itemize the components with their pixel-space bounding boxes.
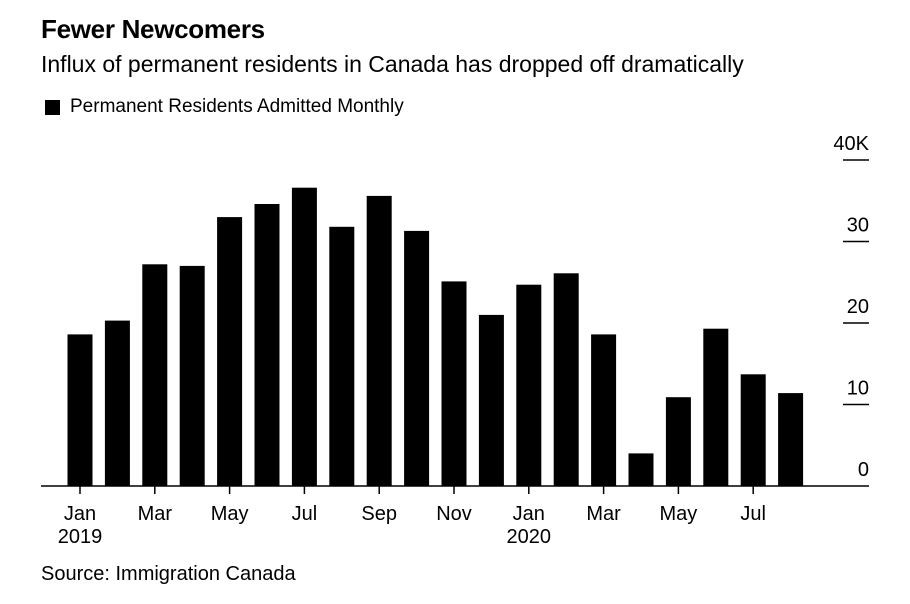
bar-15 — [628, 453, 654, 486]
bar-19 — [778, 393, 804, 486]
bar-18 — [740, 374, 766, 486]
bar-12 — [516, 284, 542, 486]
y-tick-label: 20 — [847, 296, 869, 318]
chart-legend: Permanent Residents Admitted Monthly — [45, 96, 404, 118]
x-tick-label: Jul — [292, 503, 318, 525]
bar-1 — [104, 320, 130, 486]
bar-2 — [142, 264, 168, 486]
bar-14 — [591, 334, 617, 486]
x-tick-label: May — [660, 503, 698, 525]
chart-subtitle: Influx of permanent residents in Canada … — [41, 51, 744, 77]
x-tick-label: Jan — [513, 503, 545, 525]
bar-17 — [703, 328, 729, 486]
x-tick-year-label: 2019 — [58, 526, 103, 548]
legend-label: Permanent Residents Admitted Monthly — [70, 96, 404, 117]
x-tick-label: Jan — [64, 503, 96, 525]
chart-source: Source: Immigration Canada — [41, 563, 296, 585]
bar-16 — [665, 397, 691, 486]
bar-7 — [329, 226, 355, 487]
bar-8 — [366, 195, 392, 486]
x-tick-label: Nov — [436, 503, 472, 525]
bar-3 — [179, 265, 205, 486]
x-tick-label: Mar — [138, 503, 173, 525]
x-tick-label: May — [211, 503, 249, 525]
y-tick-label: 0 — [858, 459, 869, 481]
x-tick-label: Sep — [361, 503, 397, 525]
bar-4 — [217, 217, 243, 486]
legend-swatch — [45, 99, 60, 115]
chart-title: Fewer Newcomers — [41, 14, 265, 44]
bar-6 — [291, 187, 317, 486]
bar-11 — [478, 314, 504, 486]
bar-10 — [441, 281, 467, 486]
bar-13 — [553, 273, 579, 486]
x-tick-year-label: 2020 — [507, 526, 552, 548]
y-tick-label: 10 — [847, 378, 869, 400]
bar-5 — [254, 204, 280, 486]
y-tick-label: 30 — [847, 215, 869, 237]
y-tick-label: 40K — [833, 133, 869, 155]
bar-0 — [67, 334, 93, 486]
x-tick-label: Jul — [740, 503, 766, 525]
bar-9 — [404, 230, 430, 486]
x-tick-label: Mar — [586, 503, 621, 525]
